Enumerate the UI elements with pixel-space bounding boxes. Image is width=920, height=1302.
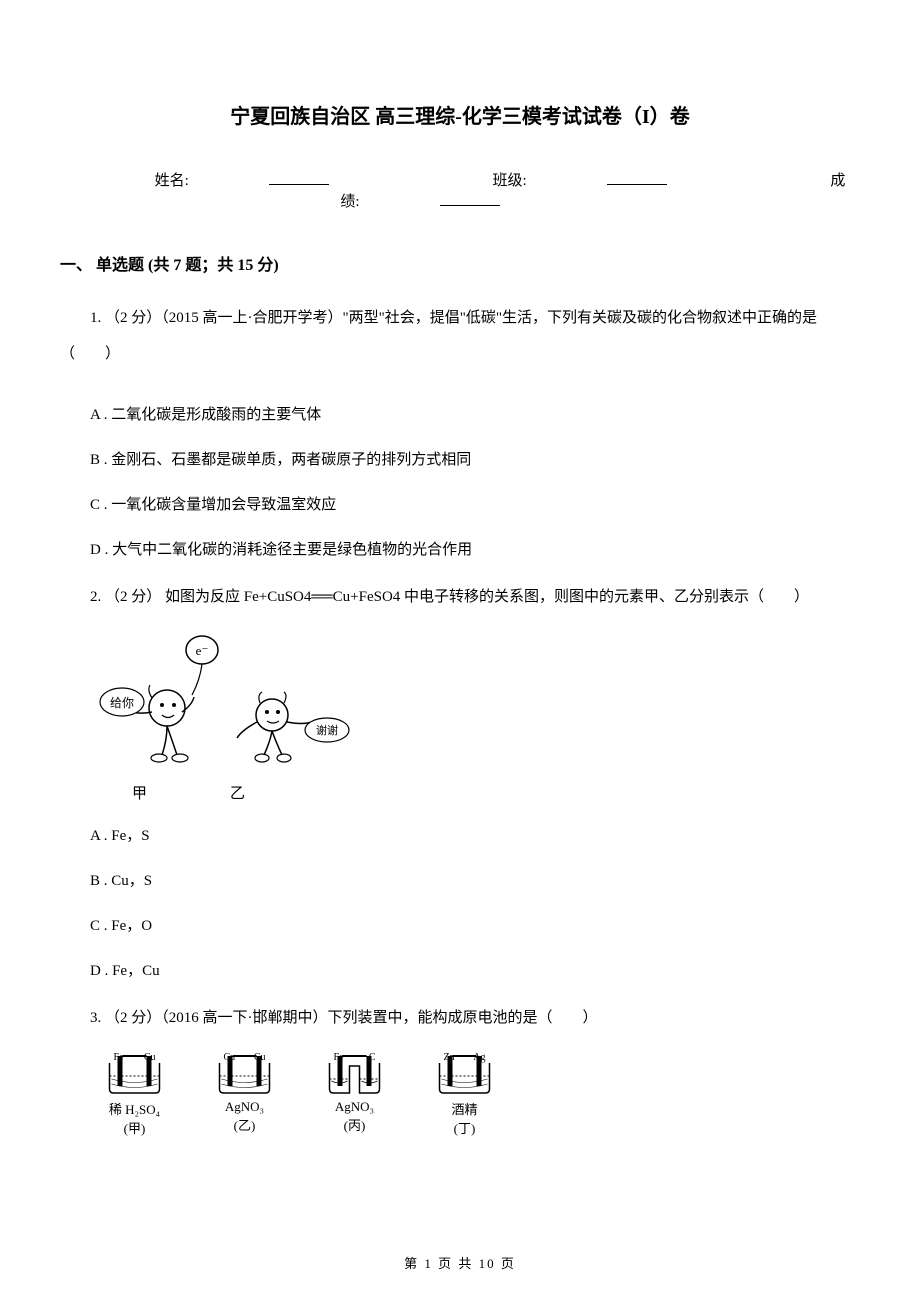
- q2-fig-label-yi: 乙: [230, 782, 245, 803]
- section-heading: 一、 单选题 (共 7 题；共 15 分): [60, 251, 860, 275]
- q1-option-d: D . 大气中二氧化碳的消耗途径主要是绿色植物的光合作用: [90, 534, 860, 567]
- beaker-item: Zn Ag 酒精 (丁): [422, 1051, 507, 1137]
- class-field: 班级:: [452, 173, 706, 189]
- q2-fig-label-jia: 甲: [132, 782, 147, 803]
- svg-text:谢谢: 谢谢: [316, 723, 338, 737]
- page-footer: 第 1 页 共 10 页: [0, 1253, 920, 1272]
- beaker-solution: 稀 H₂SO₄: [92, 1099, 177, 1118]
- beaker-solution: AgNO₃: [202, 1099, 287, 1115]
- q2-option-c: C . Fe，O: [90, 910, 860, 943]
- q2-option-a: A . Fe，S: [90, 820, 860, 853]
- q2-option-b: B . Cu，S: [90, 865, 860, 898]
- beaker-label: (甲): [92, 1118, 177, 1137]
- beaker-item: Fe C AgNO₃ (丙): [312, 1051, 397, 1137]
- beaker-item: Fe Cu 稀 H₂SO₄ (甲): [92, 1051, 177, 1137]
- beaker-solution: 酒精: [422, 1099, 507, 1118]
- q1-option-a: A . 二氧化碳是形成酸雨的主要气体: [90, 399, 860, 432]
- q2-option-d: D . Fe，Cu: [90, 955, 860, 988]
- beaker-label: (丙): [312, 1115, 397, 1134]
- q2-figure: e⁻ 给你: [92, 630, 860, 805]
- name-field: 姓名:: [115, 173, 369, 189]
- electron-label: e⁻: [196, 643, 209, 658]
- svg-text:给你: 给你: [110, 696, 134, 710]
- q1-stem: 1. （2 分）（2015 高一上·合肥开学考）"两型"社会，提倡"低碳"生活，…: [60, 300, 860, 372]
- q3-figure: Fe Cu 稀 H₂SO₄ (甲) Cu Cu AgNO₃ (乙): [92, 1051, 860, 1137]
- q3-stem: 3. （2 分）（2016 高一下·邯郸期中）下列装置中，能构成原电池的是（ ）: [60, 1000, 860, 1036]
- q1-option-c: C . 一氧化碳含量增加会导致温室效应: [90, 489, 860, 522]
- info-row: 姓名: 班级: 成绩:: [60, 169, 860, 211]
- q2-stem: 2. （2 分） 如图为反应 Fe+CuSO4══Cu+FeSO4 中电子转移的…: [60, 579, 860, 615]
- beaker-solution: AgNO₃: [312, 1099, 397, 1115]
- beaker-label: (丁): [422, 1118, 507, 1137]
- beaker-label: (乙): [202, 1115, 287, 1134]
- beaker-item: Cu Cu AgNO₃ (乙): [202, 1051, 287, 1137]
- q1-option-b: B . 金刚石、石墨都是碳单质，两者碳原子的排列方式相同: [90, 444, 860, 477]
- exam-title: 宁夏回族自治区 高三理综-化学三模考试试卷（I）卷: [60, 100, 860, 129]
